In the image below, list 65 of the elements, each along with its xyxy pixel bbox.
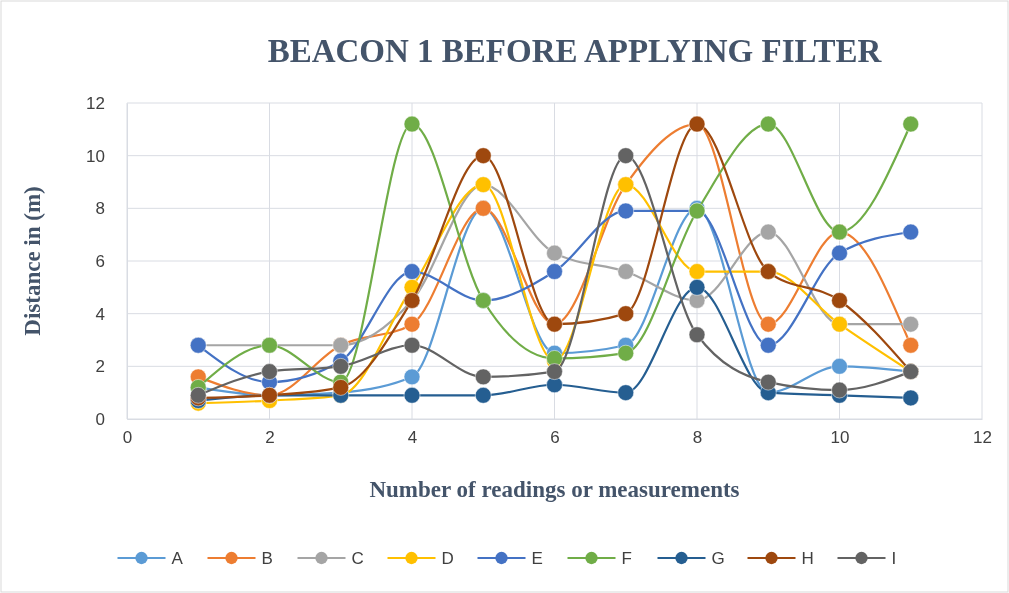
point <box>617 263 634 280</box>
point <box>332 379 349 396</box>
point <box>688 326 706 343</box>
point <box>688 263 706 280</box>
x-tick-label: 12 <box>973 428 992 448</box>
point <box>617 384 634 401</box>
point <box>475 147 492 164</box>
point <box>617 147 634 164</box>
y-tick-label: 2 <box>95 357 105 377</box>
point <box>403 368 421 386</box>
point <box>403 387 421 404</box>
point <box>902 115 919 133</box>
x-tick-label: 8 <box>692 428 703 448</box>
legend-label: I <box>891 549 897 568</box>
point <box>902 315 919 333</box>
legend-label: B <box>261 549 273 568</box>
point <box>688 279 706 296</box>
x-tick-label: 6 <box>550 428 560 448</box>
point <box>760 315 777 333</box>
point <box>546 363 563 380</box>
x-tick-label: 0 <box>122 428 133 448</box>
point <box>475 387 492 404</box>
point <box>475 368 492 386</box>
point <box>831 292 848 309</box>
legend-label: H <box>801 549 814 568</box>
legend-label: F <box>621 549 632 568</box>
point <box>902 389 919 407</box>
point <box>760 337 777 354</box>
point <box>617 344 634 362</box>
y-tick-label: 0 <box>95 409 105 429</box>
point <box>760 373 777 391</box>
point <box>902 337 919 354</box>
y-tick-label: 10 <box>86 146 105 166</box>
point <box>403 115 421 133</box>
point <box>546 244 563 262</box>
point <box>902 223 919 241</box>
x-axis-title: Number of readings or measurements <box>369 477 740 502</box>
legend-label: D <box>441 549 454 568</box>
point <box>403 315 421 333</box>
x-tick-label: 10 <box>830 428 850 448</box>
y-tick-label: 4 <box>95 304 105 324</box>
legend-label: A <box>171 549 184 568</box>
point <box>688 292 706 309</box>
y-axis-title: Distance in (m) <box>20 186 45 336</box>
point <box>332 358 349 375</box>
point <box>760 115 777 133</box>
point <box>617 202 634 220</box>
point <box>831 244 848 262</box>
legend-label: G <box>711 549 725 568</box>
legend-label: C <box>351 549 364 568</box>
point <box>617 305 634 322</box>
point <box>403 337 421 354</box>
chart-title: BEACON 1 BEFORE APPLYING FILTER <box>267 33 883 69</box>
point <box>831 358 848 375</box>
y-tick-label: 12 <box>86 93 105 113</box>
point <box>760 223 777 241</box>
point <box>546 263 563 280</box>
point <box>831 381 848 399</box>
y-tick-label: 8 <box>95 199 105 219</box>
legend-label: E <box>531 549 543 568</box>
point <box>261 363 278 380</box>
point <box>403 263 421 280</box>
x-tick-label: 4 <box>407 428 418 448</box>
x-tick-label: 2 <box>265 428 275 448</box>
y-tick-label: 6 <box>95 251 105 271</box>
